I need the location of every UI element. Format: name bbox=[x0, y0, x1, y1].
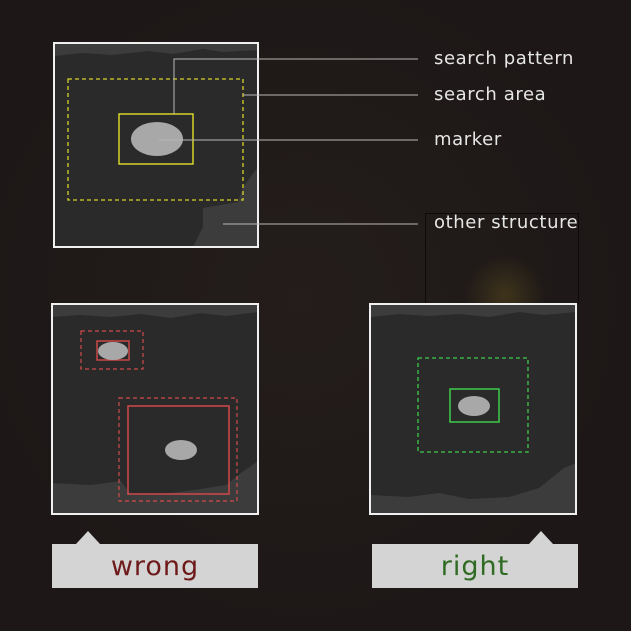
wrong-panel bbox=[51, 303, 259, 515]
search-pattern-box bbox=[118, 113, 194, 165]
wrong-tag-pointer bbox=[76, 531, 100, 544]
right-search-area bbox=[417, 357, 529, 453]
legend-panel bbox=[53, 42, 259, 248]
marker-ellipse bbox=[165, 440, 197, 460]
panel-border bbox=[369, 303, 577, 515]
panel-border bbox=[51, 303, 259, 515]
bottom-structure bbox=[370, 463, 576, 514]
marker-ellipse bbox=[131, 122, 183, 156]
panel-border bbox=[53, 42, 259, 248]
search-pattern-leader bbox=[173, 58, 418, 114]
wrong-search-area-large bbox=[118, 397, 238, 502]
background-frame bbox=[425, 213, 579, 304]
wrong-search-area-small bbox=[80, 330, 144, 370]
bottom-structure bbox=[52, 461, 258, 514]
search-area-box bbox=[67, 78, 244, 201]
marker-ellipse-small bbox=[98, 342, 128, 360]
marker-ellipse bbox=[458, 396, 490, 416]
top-structure bbox=[54, 43, 258, 56]
top-structure bbox=[370, 304, 576, 317]
right-search-pattern bbox=[449, 388, 500, 423]
right-panel bbox=[369, 303, 577, 515]
wrong-tag-label: wrong bbox=[110, 551, 200, 582]
right-tag-label: right bbox=[440, 551, 510, 582]
marker-label: marker bbox=[434, 129, 502, 150]
search-area-label: search area bbox=[434, 84, 547, 105]
right-tag-pointer bbox=[529, 531, 553, 544]
wrong-search-pattern-large bbox=[127, 405, 230, 495]
wrong-tag: wrong bbox=[52, 544, 258, 588]
panel-background bbox=[52, 304, 258, 514]
top-structure bbox=[52, 304, 258, 318]
other-structure bbox=[193, 167, 258, 247]
other-structure-label: other structure bbox=[434, 212, 579, 233]
right-tag: right bbox=[372, 544, 578, 588]
search-pattern-label: search pattern bbox=[434, 48, 575, 69]
